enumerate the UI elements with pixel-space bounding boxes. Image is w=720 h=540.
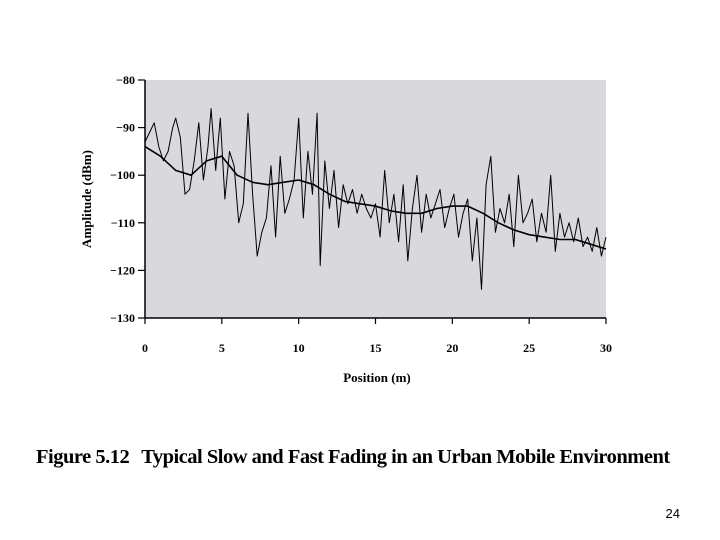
x-tick-label: 5 bbox=[219, 341, 225, 355]
ticks-layer: 0 5 10 15 20 25 30 −80 −90 −100 −110 −120 −130 bbox=[110, 73, 612, 355]
figure-number: Figure 5.12 bbox=[36, 446, 130, 468]
slow-fading-line bbox=[144, 145, 607, 250]
x-axis-title: Position (m) bbox=[343, 370, 411, 385]
y-tick-label: −100 bbox=[110, 168, 135, 182]
figure-caption: Figure 5.12 Typical Slow and Fast Fading … bbox=[36, 446, 696, 469]
x-tick-label: 10 bbox=[293, 341, 305, 355]
x-tick-label: 30 bbox=[600, 341, 612, 355]
x-tick-label: 15 bbox=[370, 341, 382, 355]
series-layer bbox=[144, 108, 607, 290]
y-tick-label: −90 bbox=[116, 121, 135, 135]
x-tick-label: 20 bbox=[446, 341, 458, 355]
y-axis-title: Amplitude (dBm) bbox=[79, 150, 94, 248]
fast-fading-line bbox=[144, 108, 607, 290]
figure-caption-text: Typical Slow and Fast Fading in an Urban… bbox=[141, 446, 670, 468]
y-tick-label: −130 bbox=[110, 311, 135, 325]
y-tick-label: −110 bbox=[111, 216, 135, 230]
plot-area bbox=[145, 80, 606, 318]
y-tick-label: −120 bbox=[110, 263, 135, 277]
x-tick-label: 25 bbox=[523, 341, 535, 355]
page-number: 24 bbox=[665, 506, 680, 521]
y-tick-label: −80 bbox=[116, 73, 135, 87]
x-tick-label: 0 bbox=[142, 341, 148, 355]
